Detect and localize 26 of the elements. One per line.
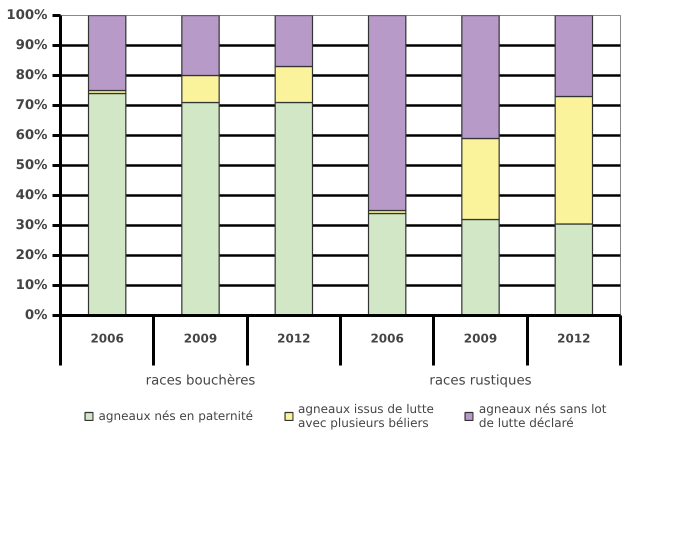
legend-label: agneaux nés sans lot de lutte déclaré [478,402,606,430]
y-tick-label: 10% [16,278,48,293]
y-tick-label: 40% [16,188,48,203]
text: races rustiques [429,374,532,388]
legend-label: agneaux nés en paternité [98,409,254,423]
x-tick-label: 2006 [90,332,124,346]
text: races bouchères [146,374,256,388]
bar [368,212,406,316]
x-tick-label: 2009 [464,332,498,346]
bar [88,16,126,92]
y-tick-label: 100% [6,8,48,23]
x-tick-label: 2012 [557,332,591,346]
y-tick-label: 80% [16,68,48,83]
y-tick-label: 20% [16,248,48,263]
y-tick-label: 60% [16,128,48,143]
bar [88,92,126,316]
legend-label: agneaux issus de lutte avec plusieurs béliers [298,402,434,430]
x-tick-label: 2012 [277,332,311,346]
y-tick-label: 50% [16,158,48,173]
y-tick-label: 70% [16,98,48,113]
y-tick-label: 30% [16,218,48,233]
y-tick-label: 90% [16,38,48,53]
x-tick-label: 2009 [184,332,218,346]
x-tick-label: 2006 [370,332,404,346]
bar [368,16,406,212]
y-tick-label: 0% [24,308,48,323]
